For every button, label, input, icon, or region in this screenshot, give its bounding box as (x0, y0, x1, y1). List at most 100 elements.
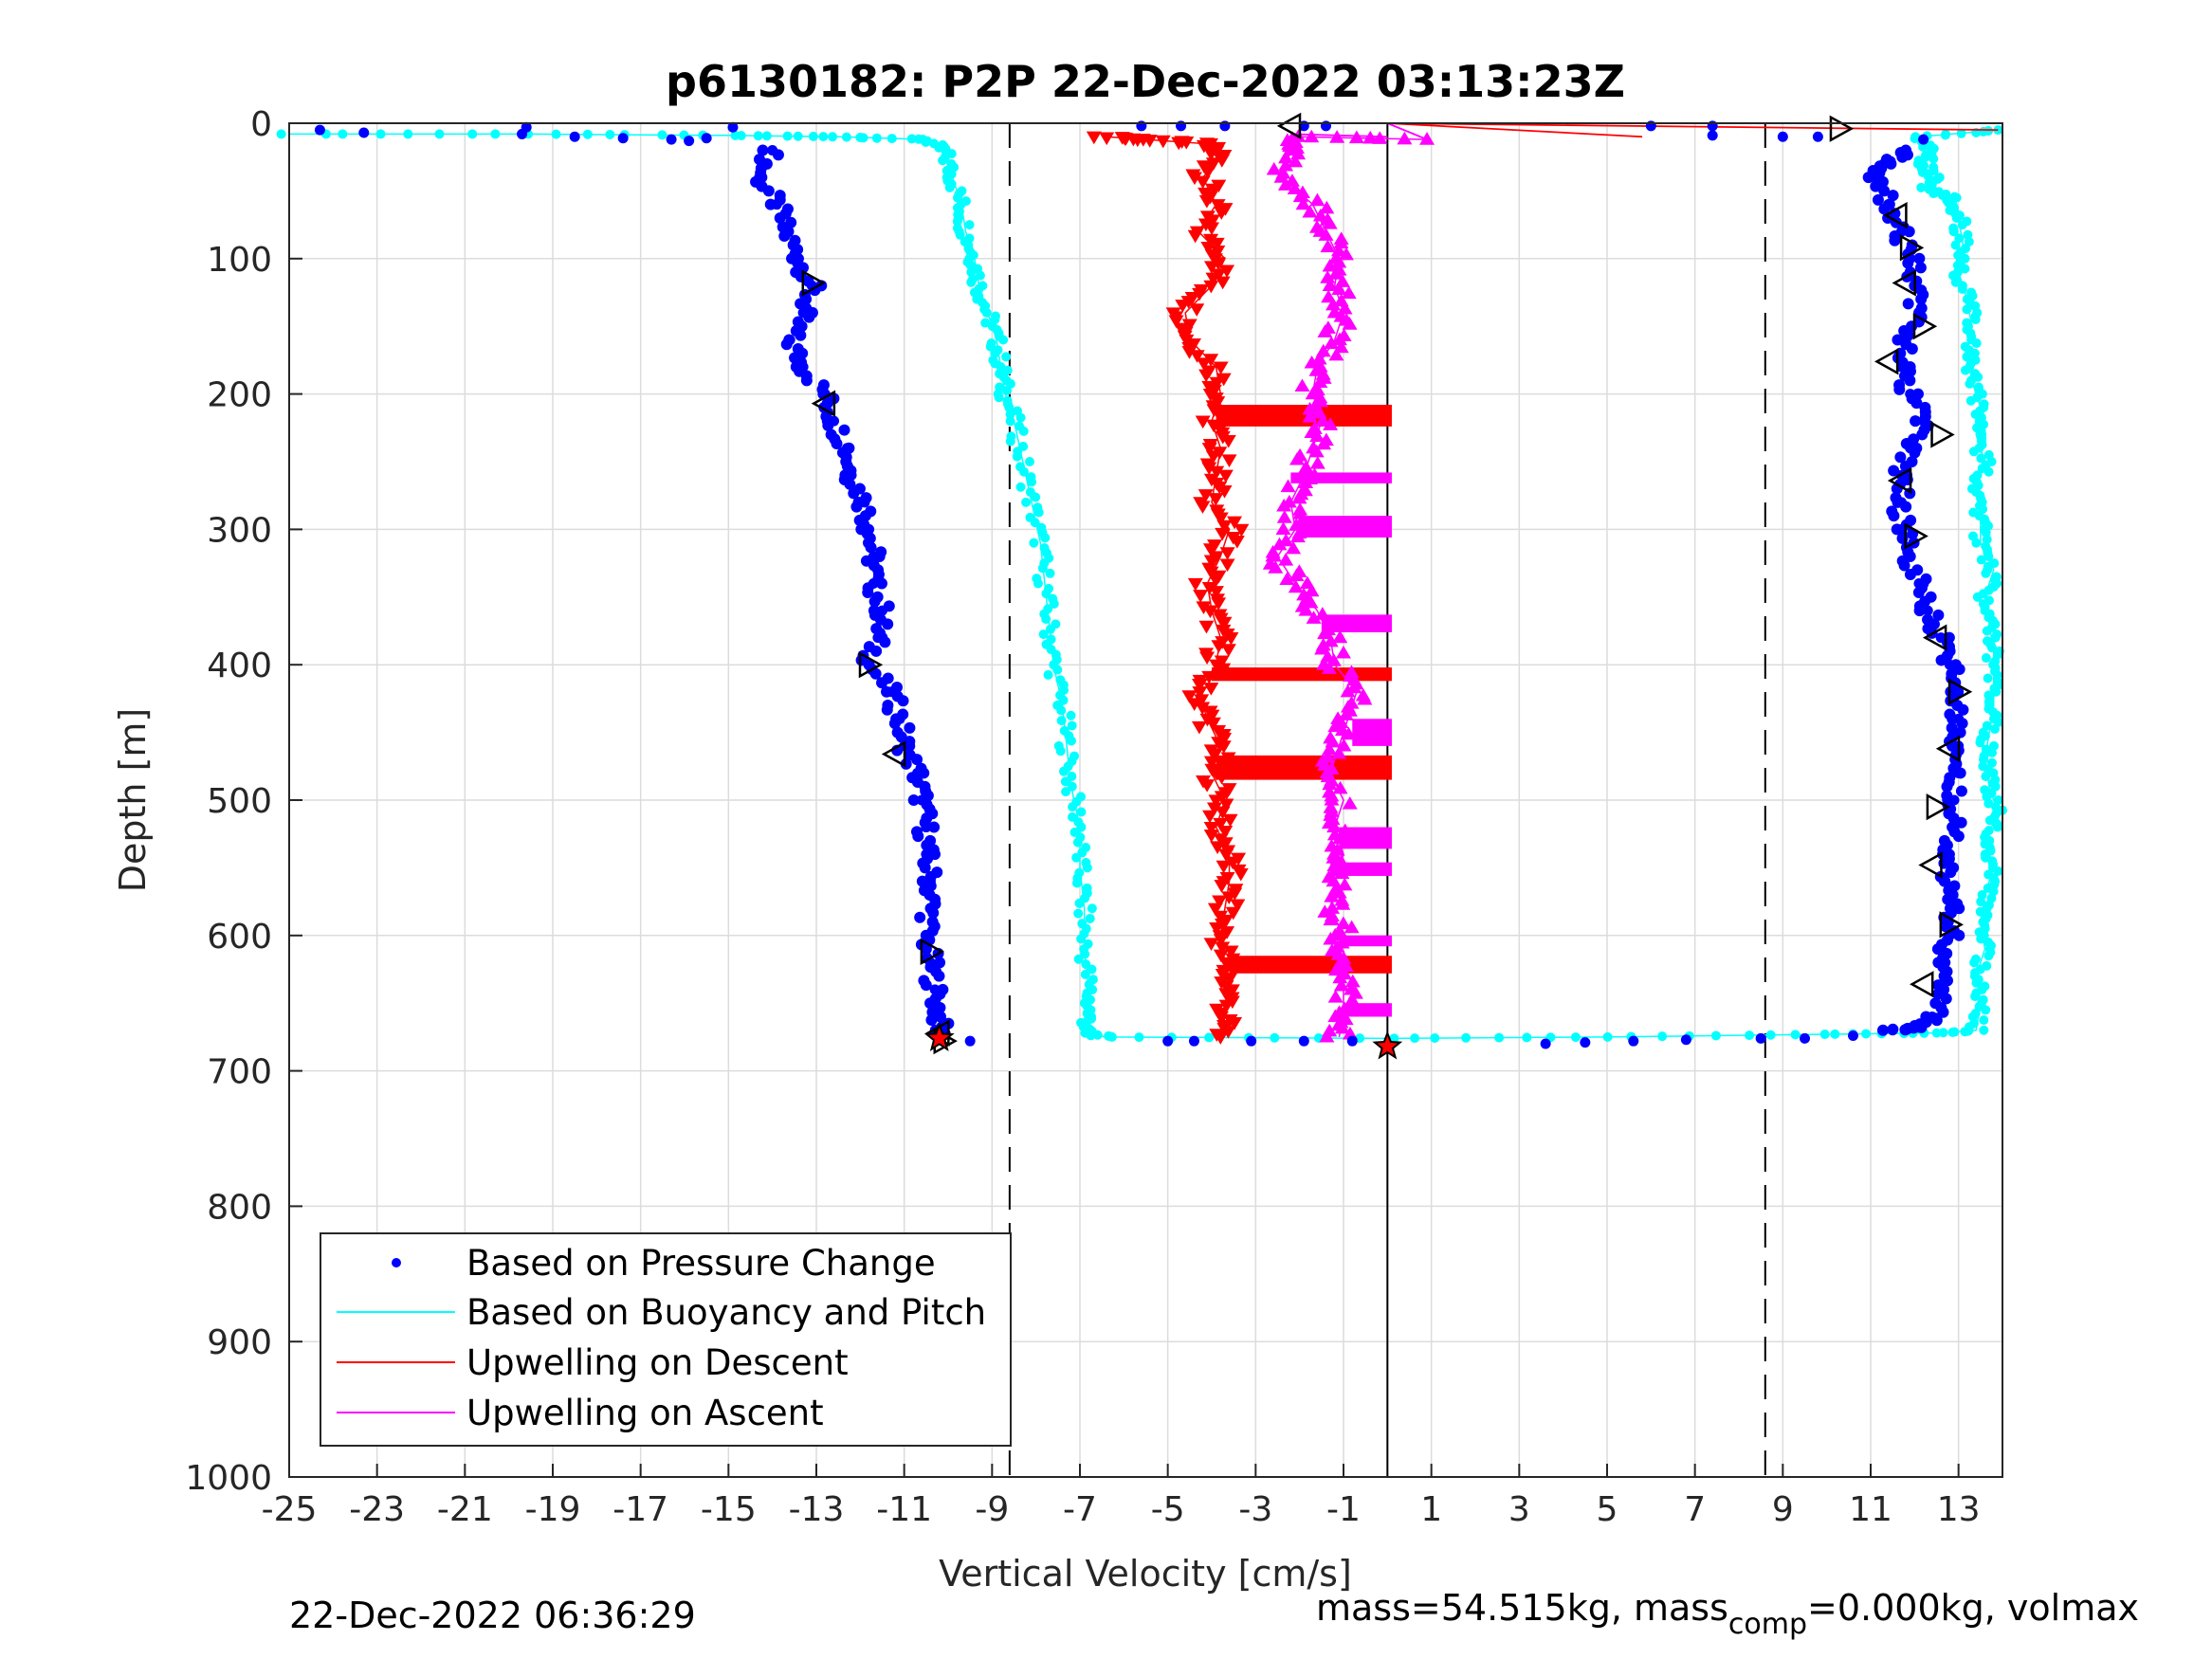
pressure-point (924, 902, 936, 914)
pressure-point (933, 970, 945, 982)
direction-marker (858, 651, 884, 679)
descent-marker (1223, 632, 1239, 646)
descent-marker (1213, 934, 1229, 947)
buoyancy-point (1916, 182, 1927, 192)
direction-marker (1922, 624, 1947, 651)
pressure-point (914, 911, 926, 923)
direction-marker (881, 740, 906, 768)
buoyancy-point (1067, 720, 1077, 731)
descent-marker (1203, 261, 1219, 274)
pressure-point (862, 587, 874, 599)
buoyancy-point (1993, 795, 2003, 805)
descent-marker (1175, 300, 1191, 313)
descent-marker (1218, 798, 1234, 812)
buoyancy-point (1021, 497, 1032, 507)
descent-marker (1218, 999, 1234, 1013)
descent-marker (1203, 555, 1219, 569)
direction-marker (1947, 678, 1973, 705)
ascent-marker (1397, 131, 1413, 145)
legend-item-pressure: Based on Pressure Change (392, 1243, 936, 1284)
ascent-marker (1330, 947, 1346, 960)
pressure-point (1872, 193, 1884, 206)
buoyancy-point (1067, 781, 1077, 792)
pressure-point (912, 767, 923, 778)
ascent-marker (1295, 196, 1311, 210)
x-tick-label: 7 (1684, 1490, 1706, 1529)
ascent-marker (1333, 231, 1349, 245)
buoyancy-point (490, 129, 501, 139)
ascent-marker (1344, 994, 1360, 1007)
x-tick-label: -15 (701, 1490, 757, 1529)
buoyancy-point (605, 129, 615, 139)
direction-marker (1276, 112, 1302, 139)
buoyancy-point (1819, 1030, 1830, 1040)
pressure-point (921, 822, 932, 833)
ascent-marker (1338, 246, 1354, 261)
ascent-marker (1320, 649, 1336, 663)
ascent-marker (1278, 533, 1294, 547)
buoyancy-point (1029, 538, 1039, 548)
upwelling-band (1299, 516, 1392, 538)
descent-marker (1217, 826, 1234, 839)
ascent-marker (1297, 483, 1313, 497)
descent-marker (1225, 953, 1241, 967)
pressure-point (797, 307, 809, 319)
buoyancy-point (1076, 934, 1087, 944)
descent-marker (1203, 821, 1219, 835)
descent-marker (1205, 450, 1221, 464)
buoyancy-point (938, 155, 948, 166)
pressure-point (1935, 984, 1947, 995)
descent-marker (1207, 902, 1223, 917)
descent-marker (1187, 577, 1203, 592)
ascent-marker (1324, 889, 1340, 902)
descent-marker (1217, 759, 1234, 774)
direction-marker (1874, 348, 1899, 375)
buoyancy-point (434, 129, 445, 139)
buoyancy-point (1986, 757, 1997, 768)
pressure-point (1900, 334, 1911, 345)
ascent-marker (1325, 901, 1341, 914)
pressure-point (1905, 443, 1916, 454)
descent-marker (1208, 574, 1224, 588)
buoyancy-point (1204, 1032, 1215, 1043)
buoyancy-point (1410, 1033, 1420, 1044)
buoyancy-point (1389, 1033, 1399, 1044)
descent-marker (1193, 590, 1209, 603)
pressure-point (859, 497, 870, 508)
pressure-point (1893, 379, 1906, 392)
direction-marker (920, 938, 945, 966)
buoyancy-point (1938, 1028, 1948, 1038)
descent-marker (1215, 941, 1231, 956)
descent-marker (1203, 756, 1219, 770)
ascent-marker (1319, 200, 1335, 214)
buoyancy-point (1968, 507, 1979, 518)
x-tick-label: 9 (1772, 1490, 1794, 1529)
buoyancy-point (1134, 1032, 1144, 1043)
pressure-point (1895, 226, 1907, 237)
pressure-point (911, 754, 923, 766)
pressure-point (1800, 1032, 1810, 1044)
pressure-point (762, 185, 775, 197)
pressure-point (1944, 848, 1955, 860)
buoyancy-point (1031, 492, 1041, 502)
buoyancy-point (1981, 653, 1991, 664)
x-tick-label: -13 (789, 1490, 845, 1529)
pressure-point (1906, 456, 1918, 467)
pressure-point (1298, 1035, 1309, 1047)
descent-marker (1200, 241, 1216, 255)
ascent-marker (1327, 990, 1344, 1003)
ascent-marker (1334, 893, 1350, 906)
x-tick-label: -19 (525, 1490, 581, 1529)
buoyancy-point (1494, 1032, 1505, 1043)
pressure-point (1940, 876, 1951, 887)
upwelling-band (1216, 755, 1392, 780)
descent-marker (1227, 516, 1243, 530)
ascent-marker (1322, 258, 1338, 272)
ascent-marker (1306, 611, 1322, 624)
ascent-marker (1344, 974, 1361, 988)
pressure-point (1922, 613, 1934, 626)
ascent-marker (1324, 908, 1340, 921)
pressure-point (841, 443, 852, 454)
pressure-point (846, 469, 857, 481)
